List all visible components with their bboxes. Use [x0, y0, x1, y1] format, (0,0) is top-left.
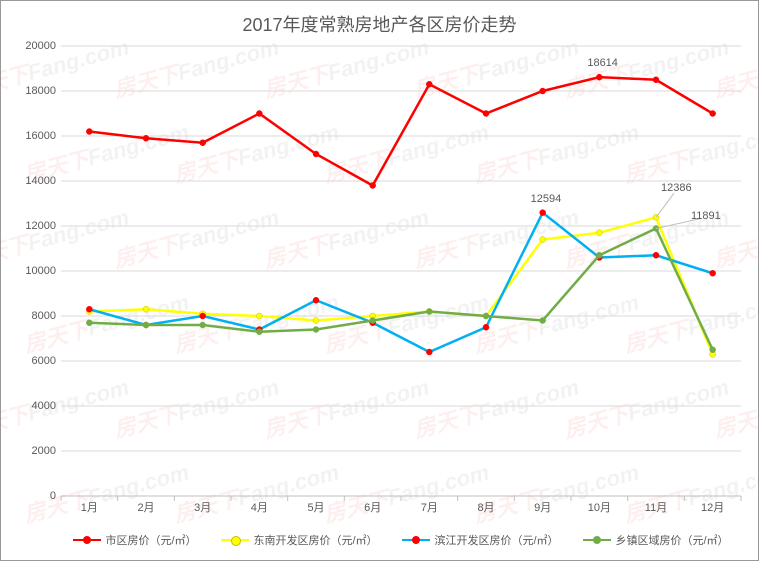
y-tick-label: 2000 [1, 445, 56, 457]
x-tick-label: 11月 [645, 499, 667, 515]
data-label: 12594 [531, 193, 562, 205]
y-tick-label: 4000 [1, 400, 56, 412]
y-tick-label: 20000 [1, 40, 56, 52]
y-tick-label: 12000 [1, 220, 56, 232]
chart-title: 2017年度常熟房地产各区房价走势 [1, 11, 758, 37]
x-tick-label: 6月 [364, 499, 381, 515]
legend-item: 滨江开发区房价（元/㎡） [402, 532, 558, 548]
legend-label: 东南开发区房价（元/㎡） [253, 532, 377, 548]
x-tick-label: 2月 [137, 499, 154, 515]
plot-area: 18614 12594 12386 11891 [61, 46, 741, 496]
legend-swatch [221, 535, 249, 545]
chart-container: 房天下Fang.com房天下Fang.com房天下Fang.com房天下Fang… [0, 0, 759, 561]
legend-swatch [402, 535, 430, 545]
y-tick-label: 6000 [1, 355, 56, 367]
x-tick-label: 12月 [701, 499, 724, 515]
y-tick-label: 16000 [1, 130, 56, 142]
legend-item: 东南开发区房价（元/㎡） [221, 532, 377, 548]
legend-label: 滨江开发区房价（元/㎡） [434, 532, 558, 548]
y-tick-label: 0 [1, 490, 56, 502]
legend-item: 市区房价（元/㎡） [73, 532, 196, 548]
x-axis-labels: 1月 2月 3月 4月 5月 6月 7月 8月 9月 10月 11月 12月 [61, 499, 741, 517]
legend-item: 乡镇区域房价（元/㎡） [583, 532, 728, 548]
legend-label: 市区房价（元/㎡） [105, 532, 196, 548]
legend-swatch [583, 535, 611, 545]
x-tick-label: 7月 [421, 499, 438, 515]
legend: 市区房价（元/㎡） 东南开发区房价（元/㎡） 滨江开发区房价（元/㎡） 乡镇区域房价（… [61, 530, 741, 550]
y-tick-label: 18000 [1, 85, 56, 97]
x-tick-label: 3月 [194, 499, 211, 515]
y-axis-labels: 0200040006000800010000120001400016000180… [1, 46, 56, 496]
x-tick-label: 1月 [81, 499, 98, 515]
x-tick-label: 8月 [477, 499, 494, 515]
legend-label: 乡镇区域房价（元/㎡） [615, 532, 728, 548]
y-tick-label: 8000 [1, 310, 56, 322]
x-tick-label: 10月 [588, 499, 611, 515]
y-tick-label: 10000 [1, 265, 56, 277]
y-tick-label: 14000 [1, 175, 56, 187]
x-tick-label: 4月 [251, 499, 268, 515]
data-label: 11891 [691, 210, 721, 222]
legend-swatch [73, 535, 101, 545]
data-label: 18614 [587, 57, 618, 69]
plot-svg [61, 46, 741, 496]
x-tick-label: 9月 [534, 499, 551, 515]
data-label: 12386 [661, 182, 692, 194]
x-tick-label: 5月 [307, 499, 324, 515]
